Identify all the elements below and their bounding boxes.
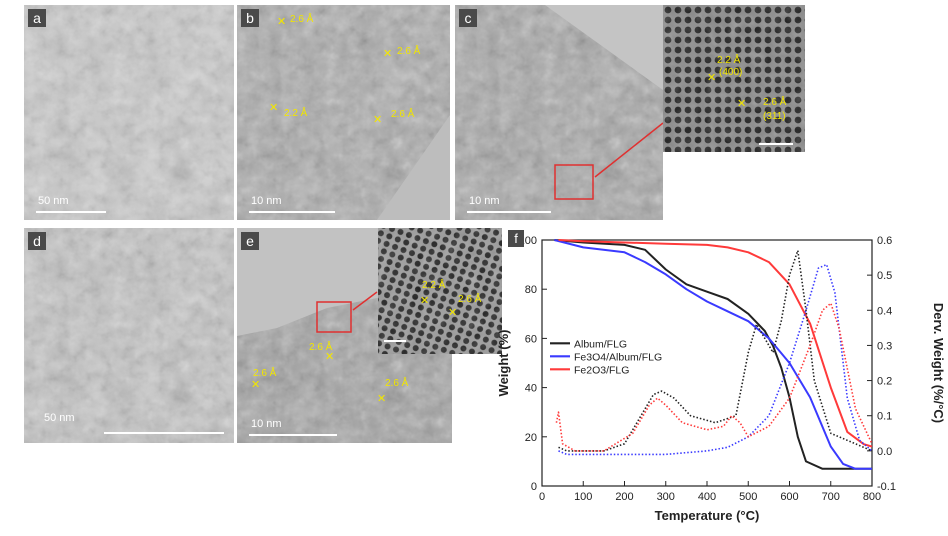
panel-label-c: c bbox=[459, 9, 477, 27]
scale-bar bbox=[384, 340, 406, 342]
panel-label-f-background bbox=[508, 230, 524, 247]
y2-tick-label: 0.2 bbox=[877, 376, 892, 388]
d-spacing-label: 2.2 Å bbox=[284, 108, 308, 119]
vacuum-region bbox=[377, 115, 450, 220]
x-tick-label: 300 bbox=[657, 491, 675, 503]
y-tick-label: 0 bbox=[531, 481, 537, 493]
legend-entry: Album/FLG bbox=[574, 338, 627, 350]
derivative-curve bbox=[558, 249, 873, 452]
panel-label-a: a bbox=[28, 9, 46, 27]
miller-index-label: (311) bbox=[763, 111, 786, 122]
y2-tick-label: 0.3 bbox=[877, 340, 892, 352]
hrtem-inset-e: ✕ 2.2 Å ✕ 2.6 Å bbox=[378, 228, 502, 354]
scale-bar-label: 10 nm bbox=[251, 418, 282, 430]
scale-bar-label: 10 nm bbox=[469, 195, 500, 207]
tem-texture bbox=[24, 5, 234, 220]
vacuum-region bbox=[545, 5, 663, 90]
y2-axis-label: Derv. Weight (%/°C) bbox=[931, 303, 946, 423]
weight-curve bbox=[554, 239, 872, 470]
x-tick-label: 700 bbox=[822, 491, 840, 503]
d-spacing-label: 2.2 Å bbox=[717, 55, 741, 66]
lattice-marker-icon: ✕ bbox=[269, 101, 279, 114]
selection-box bbox=[316, 301, 352, 333]
y-tick-label: 20 bbox=[525, 432, 537, 444]
scale-bar bbox=[104, 432, 224, 434]
scale-bar-label: 10 nm bbox=[251, 195, 282, 207]
scale-bar bbox=[759, 143, 793, 145]
y-axis-label: Weight (%) bbox=[496, 330, 511, 397]
selection-box bbox=[554, 164, 594, 200]
lattice-marker-icon: ✕ bbox=[420, 294, 430, 307]
d-spacing-label: 2.6 Å bbox=[309, 342, 333, 353]
lattice-marker-icon: ✕ bbox=[277, 15, 287, 28]
tem-texture bbox=[237, 5, 450, 220]
scale-bar bbox=[249, 211, 335, 213]
panel-label-e: e bbox=[241, 232, 259, 250]
tem-panel-b: b ✕ 2.6 Å ✕ 2.6 Å ✕ 2.2 Å ✕ 2.6 Å 10 nm bbox=[237, 5, 450, 220]
plot-frame bbox=[541, 239, 873, 487]
d-spacing-label: 2.6 Å bbox=[397, 46, 421, 57]
x-tick-label: 0 bbox=[539, 491, 545, 503]
d-spacing-label: 2.6 Å bbox=[391, 109, 415, 120]
y2-tick-label: 0.5 bbox=[877, 270, 892, 282]
miller-index-label: (400) bbox=[719, 67, 743, 78]
panel-label-f: f bbox=[514, 231, 518, 246]
lattice-marker-icon: ✕ bbox=[325, 350, 335, 363]
x-tick-label: 200 bbox=[615, 491, 633, 503]
panel-label-b: b bbox=[241, 9, 259, 27]
x-axis-label: Temperature (°C) bbox=[655, 508, 760, 523]
tem-panel-c: c 10 nm bbox=[455, 5, 663, 220]
scale-bar-label: 50 nm bbox=[44, 412, 75, 424]
scale-bar bbox=[249, 434, 337, 436]
zoom-arrow-line bbox=[352, 291, 378, 311]
tem-texture bbox=[24, 228, 234, 443]
y2-tick-label: 0.4 bbox=[877, 305, 892, 317]
scale-bar-label: 50 nm bbox=[38, 195, 69, 207]
tem-texture bbox=[455, 5, 663, 220]
zoom-arrow-line bbox=[594, 122, 663, 178]
scale-bar bbox=[36, 211, 106, 213]
lattice-marker-icon: ✕ bbox=[377, 392, 387, 405]
lattice-image bbox=[378, 228, 502, 354]
y-tick-label: 80 bbox=[525, 284, 537, 296]
legend-entry: Fe3O4/Album/FLG bbox=[574, 351, 662, 363]
d-spacing-label: 2.6 Å bbox=[763, 97, 787, 108]
d-spacing-label: 2.6 Å bbox=[290, 14, 314, 25]
d-spacing-label: 2.6 Å bbox=[458, 294, 482, 305]
y2-tick-label: -0.1 bbox=[877, 481, 896, 493]
tem-panel-d: d 50 nm bbox=[24, 228, 234, 443]
x-tick-label: 600 bbox=[780, 491, 798, 503]
tga-chart: 0 100 200 300 400 500 600 700 800020406080100-0.… bbox=[496, 230, 946, 523]
d-spacing-label: 2.2 Å bbox=[422, 280, 446, 291]
weight-curve bbox=[554, 239, 872, 470]
panel-label-d: d bbox=[28, 232, 46, 250]
weight-curve bbox=[558, 239, 873, 448]
lattice-marker-icon: ✕ bbox=[373, 113, 383, 126]
x-tick-label: 500 bbox=[739, 491, 757, 503]
lattice-marker-icon: ✕ bbox=[383, 47, 393, 60]
tem-panel-a: a 50 nm bbox=[24, 5, 234, 220]
d-spacing-label: 2.6 Å bbox=[385, 378, 409, 389]
lattice-marker-icon: ✕ bbox=[251, 378, 261, 391]
y2-tick-label: 0.0 bbox=[877, 446, 892, 458]
legend-entry: Fe2O3/FLG bbox=[574, 364, 629, 376]
x-tick-label: 100 bbox=[574, 491, 592, 503]
lattice-marker-icon: ✕ bbox=[448, 306, 458, 319]
y2-tick-label: 0.1 bbox=[877, 411, 892, 423]
d-spacing-label: 2.6 Å bbox=[253, 368, 277, 379]
scale-bar bbox=[467, 211, 551, 213]
lattice-marker-icon: ✕ bbox=[707, 71, 717, 84]
x-tick-label: 400 bbox=[698, 491, 716, 503]
y-tick-label: 40 bbox=[525, 383, 537, 395]
hrtem-inset-c: ✕ 2.2 Å (400) ✕ 2.6 Å (311) bbox=[663, 5, 805, 152]
x-tick-label: 800 bbox=[863, 491, 881, 503]
y2-tick-label: 0.6 bbox=[877, 235, 892, 247]
y-tick-label: 60 bbox=[525, 333, 537, 345]
lattice-marker-icon: ✕ bbox=[737, 97, 747, 110]
lattice-image bbox=[663, 5, 805, 152]
